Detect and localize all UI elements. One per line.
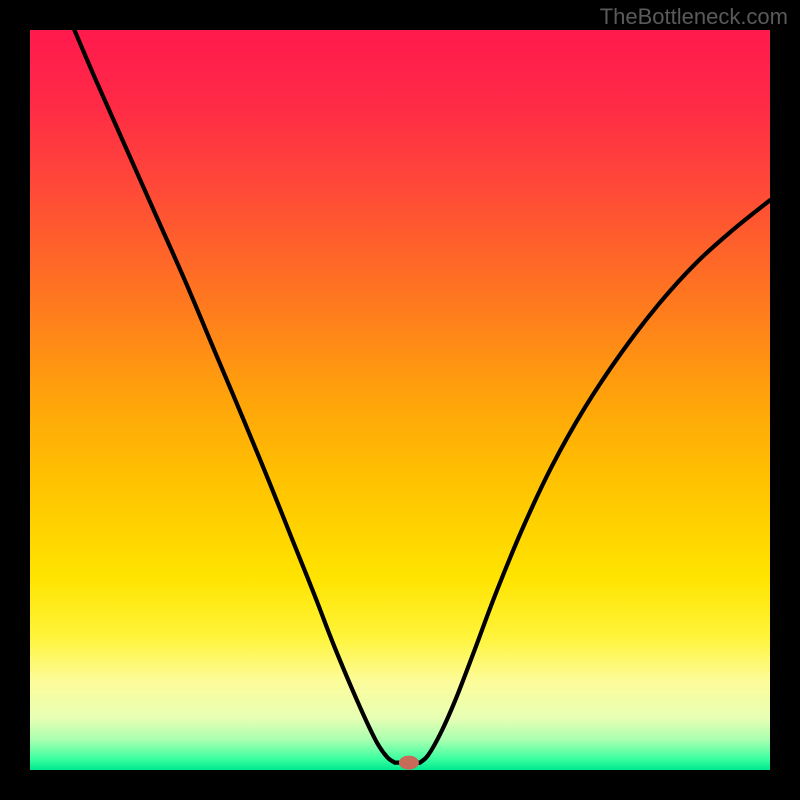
plot-area xyxy=(30,30,770,770)
bottleneck-chart xyxy=(0,0,800,800)
chart-container: TheBottleneck.com xyxy=(0,0,800,800)
watermark-text: TheBottleneck.com xyxy=(600,4,788,30)
bottleneck-marker xyxy=(399,756,419,770)
